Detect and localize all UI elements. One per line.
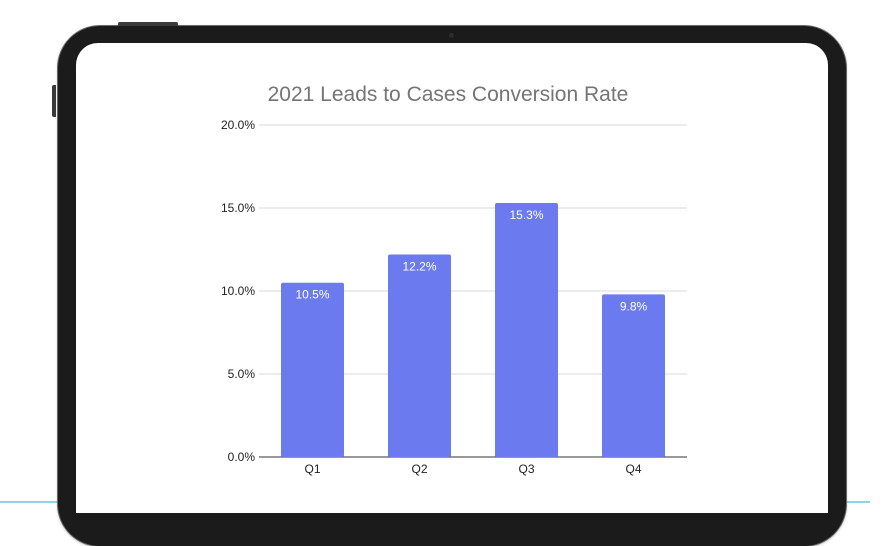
tablet-top-button [118, 22, 178, 26]
data-label: 15.3% [509, 208, 543, 222]
x-tick-label: Q3 [518, 462, 534, 476]
y-tick-label: 5.0% [228, 367, 256, 381]
bar-q3 [495, 203, 558, 457]
y-tick-label: 15.0% [221, 201, 255, 215]
x-tick-label: Q4 [625, 462, 641, 476]
bar-chart: 2021 Leads to Cases Conversion Rate 0.0%… [221, 83, 687, 476]
bar-q1 [281, 282, 344, 457]
bar-q2 [388, 254, 451, 457]
y-tick-label: 20.0% [221, 118, 255, 132]
y-tick-label: 10.0% [221, 284, 255, 298]
tablet-screen: 2021 Leads to Cases Conversion Rate 0.0%… [76, 43, 828, 513]
bar-q4 [602, 294, 665, 457]
data-label: 9.8% [620, 299, 648, 313]
x-tick-label: Q2 [411, 462, 427, 476]
chart-title: 2021 Leads to Cases Conversion Rate [268, 83, 629, 106]
data-label: 12.2% [402, 259, 436, 273]
camera-dot [449, 33, 454, 38]
x-tick-label: Q1 [304, 462, 320, 476]
y-tick-label: 0.0% [228, 450, 256, 464]
data-label: 10.5% [295, 288, 329, 302]
tablet-side-button [52, 85, 56, 117]
